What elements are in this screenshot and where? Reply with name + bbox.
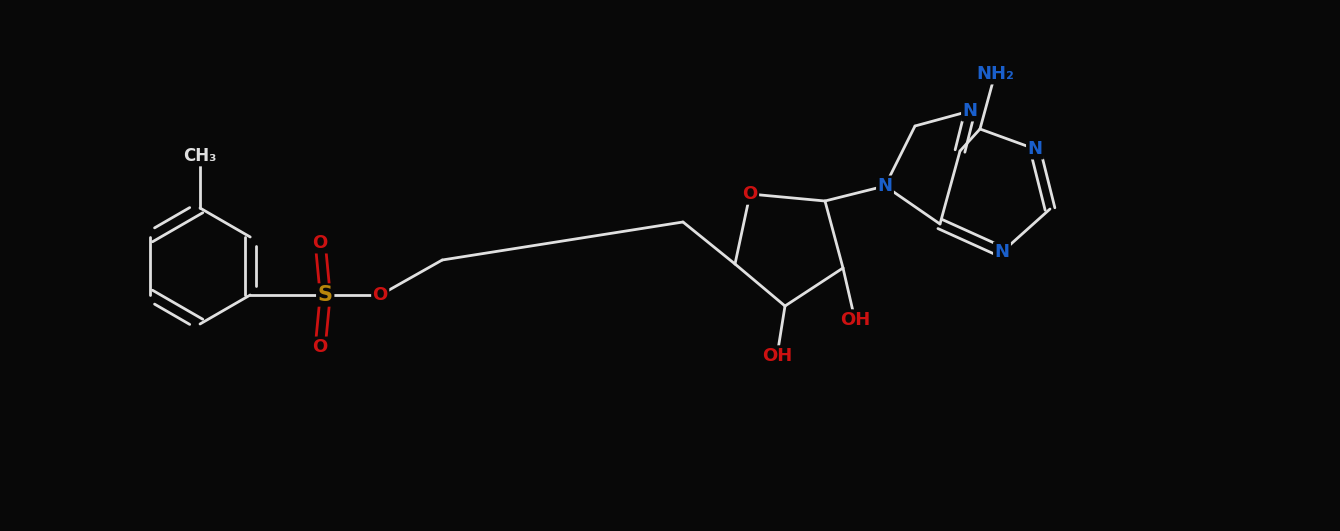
- Text: OH: OH: [840, 311, 870, 329]
- Text: O: O: [373, 286, 387, 304]
- Text: OH: OH: [762, 347, 792, 365]
- Text: N: N: [1028, 140, 1043, 158]
- Text: N: N: [994, 243, 1009, 261]
- Text: S: S: [318, 285, 332, 305]
- Text: O: O: [742, 185, 757, 203]
- Text: OH: OH: [762, 347, 792, 365]
- Text: CH₃: CH₃: [184, 147, 217, 165]
- Text: N: N: [962, 102, 977, 120]
- Text: NH₂: NH₂: [976, 65, 1014, 83]
- Text: O: O: [312, 234, 328, 252]
- Text: OH: OH: [840, 311, 870, 329]
- Text: N: N: [878, 177, 892, 195]
- Text: O: O: [312, 338, 328, 356]
- Text: O: O: [742, 185, 757, 203]
